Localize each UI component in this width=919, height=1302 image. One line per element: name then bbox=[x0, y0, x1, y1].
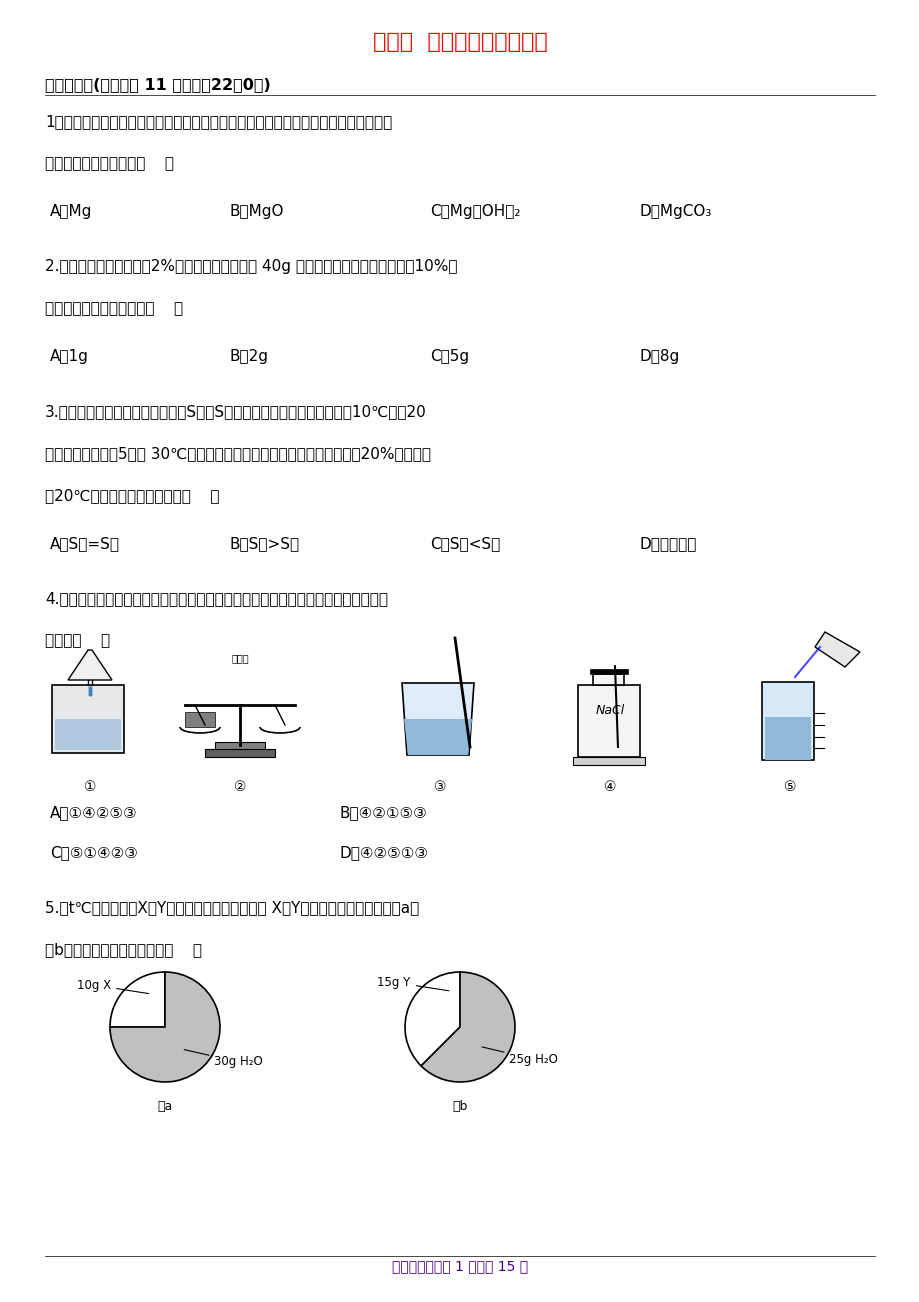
Text: D．④②⑤①③: D．④②⑤①③ bbox=[340, 845, 428, 861]
Polygon shape bbox=[403, 719, 471, 755]
Polygon shape bbox=[814, 631, 859, 667]
Bar bbox=[185, 712, 215, 727]
Text: 5.在t℃时，某物质X、Y分别完全溶于水，溶液中 X、Y与水的质量关系分别如图a、: 5.在t℃时，某物质X、Y分别完全溶于水，溶液中 X、Y与水的质量关系分别如图a… bbox=[45, 900, 419, 915]
Bar bbox=[590, 669, 627, 674]
Polygon shape bbox=[402, 684, 473, 755]
Text: ②: ② bbox=[233, 780, 246, 794]
Bar bbox=[761, 682, 813, 760]
Text: ④: ④ bbox=[603, 780, 616, 794]
Text: 10g X: 10g X bbox=[77, 979, 148, 993]
Text: 克水中最多能溶解5克甲 30℃时，乙物质的饱和溶液中溶质的质量分数为20%，那么，: 克水中最多能溶解5克甲 30℃时，乙物质的饱和溶液中溶质的质量分数为20%，那么… bbox=[45, 447, 430, 461]
Bar bbox=[577, 685, 640, 756]
Text: 在20℃时进行比较，正确的是（    ）: 在20℃时进行比较，正确的是（ ） bbox=[45, 488, 220, 503]
Text: D．8g: D．8g bbox=[640, 349, 679, 365]
Text: NaCl: NaCl bbox=[595, 703, 624, 716]
Text: 则原溶液中溶质的质量为（    ）: 则原溶液中溶质的质量为（ ） bbox=[45, 301, 183, 316]
Text: D．无法确定: D．无法确定 bbox=[640, 536, 697, 551]
Wedge shape bbox=[110, 973, 165, 1027]
Text: C．⑤①④②③: C．⑤①④②③ bbox=[50, 845, 138, 861]
Bar bbox=[215, 742, 265, 750]
Text: 25g H₂O: 25g H₂O bbox=[482, 1047, 558, 1066]
Text: 确的是（    ）: 确的是（ ） bbox=[45, 633, 110, 648]
Text: ①: ① bbox=[84, 780, 96, 794]
Text: 图b所示。下列说法正确的是（    ）: 图b所示。下列说法正确的是（ ） bbox=[45, 943, 202, 957]
Text: B．2g: B．2g bbox=[230, 349, 268, 365]
Text: 30g H₂O: 30g H₂O bbox=[184, 1049, 263, 1069]
Text: ③: ③ bbox=[433, 780, 446, 794]
Text: ⑤: ⑤ bbox=[783, 780, 795, 794]
Text: 2.一份溶质的质量分数为2%的氯化钠溶液蒸发掉 40g 水后，其溶质的质量分数变为10%，: 2.一份溶质的质量分数为2%的氯化钠溶液蒸发掉 40g 水后，其溶质的质量分数变… bbox=[45, 259, 457, 273]
Text: A．S甲=S乙: A．S甲=S乙 bbox=[50, 536, 119, 551]
Text: A．①④②⑤③: A．①④②⑤③ bbox=[50, 805, 138, 820]
Text: 图a: 图a bbox=[157, 1100, 173, 1113]
Bar bbox=[765, 717, 811, 760]
Text: C．Mg（OH）₂: C．Mg（OH）₂ bbox=[429, 204, 520, 219]
Wedge shape bbox=[110, 973, 220, 1082]
Text: 氯化钠: 氯化钠 bbox=[231, 654, 248, 663]
Text: C．5g: C．5g bbox=[429, 349, 469, 365]
Text: B．MgO: B．MgO bbox=[230, 204, 284, 219]
Bar bbox=[52, 685, 124, 753]
Text: 4.利用粗盐提纯得到氯化钠晶体，配制一定质量分数的氯化钠溶液，下列操作排序正: 4.利用粗盐提纯得到氯化钠晶体，配制一定质量分数的氯化钠溶液，下列操作排序正 bbox=[45, 591, 388, 605]
Wedge shape bbox=[404, 973, 460, 1066]
Text: D．MgCO₃: D．MgCO₃ bbox=[640, 204, 711, 219]
Text: 一、单选题(本大题共 11 小题，共22．0分): 一、单选题(本大题共 11 小题，共22．0分) bbox=[45, 77, 270, 92]
Bar bbox=[55, 720, 121, 750]
Text: 初中化学试卷第 1 页，共 15 页: 初中化学试卷第 1 页，共 15 页 bbox=[391, 1259, 528, 1273]
Polygon shape bbox=[68, 650, 112, 680]
Bar bbox=[205, 749, 275, 756]
Text: 第二节  溶液组成的定量表示: 第二节 溶液组成的定量表示 bbox=[372, 33, 547, 52]
Text: 1．分别向含相同质量分数、相同质量的稀硫酸中加入下列物质，充分反应后，溶液中: 1．分别向含相同质量分数、相同质量的稀硫酸中加入下列物质，充分反应后，溶液中 bbox=[45, 115, 391, 129]
Text: 溶质质量分数最大的是（    ）: 溶质质量分数最大的是（ ） bbox=[45, 156, 174, 171]
Wedge shape bbox=[421, 973, 515, 1082]
Text: B．S甲>S乙: B．S甲>S乙 bbox=[230, 536, 300, 551]
Text: A．Mg: A．Mg bbox=[50, 204, 92, 219]
Text: A．1g: A．1g bbox=[50, 349, 89, 365]
Text: 3.已知甲、乙两种物质的溶解度（S甲、S乙）均随着温度的升高而增大，10℃时，20: 3.已知甲、乙两种物质的溶解度（S甲、S乙）均随着温度的升高而增大，10℃时，2… bbox=[45, 404, 426, 419]
Text: C．S甲<S乙: C．S甲<S乙 bbox=[429, 536, 500, 551]
Text: 图b: 图b bbox=[452, 1100, 467, 1113]
Text: B．④②①⑤③: B．④②①⑤③ bbox=[340, 805, 427, 820]
Bar bbox=[593, 674, 624, 685]
Bar bbox=[573, 756, 644, 766]
Text: 15g Y: 15g Y bbox=[377, 975, 448, 991]
